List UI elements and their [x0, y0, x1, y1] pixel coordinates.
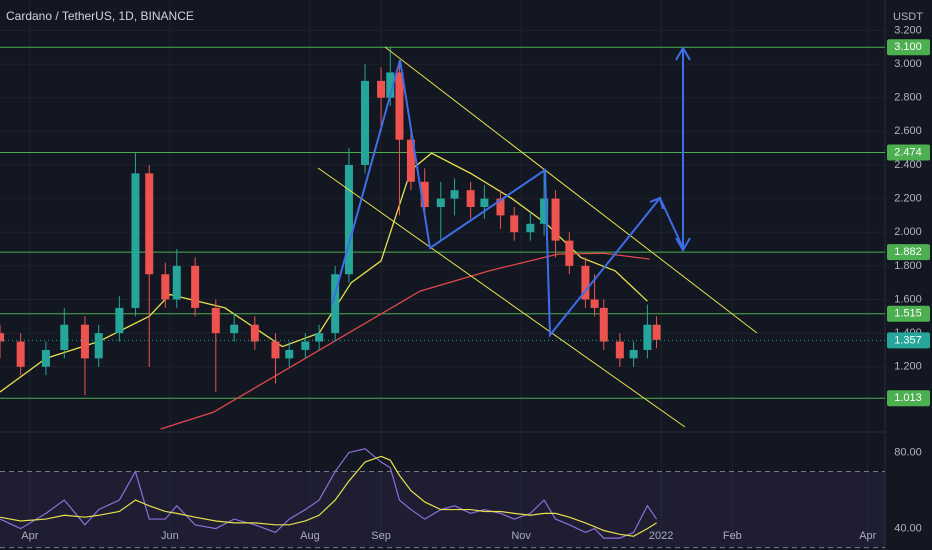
- level-label: 2.474: [894, 146, 922, 158]
- y-tick-label: 2.600: [894, 125, 922, 137]
- y-tick-label: 2.400: [894, 159, 922, 171]
- candle-body: [344, 164, 353, 275]
- candle-body: [540, 198, 549, 224]
- candle-body: [652, 324, 661, 340]
- candle-body: [406, 139, 415, 182]
- last-price-label: 1.357: [894, 334, 922, 346]
- x-tick-label: Nov: [511, 530, 531, 542]
- x-tick-label: Apr: [21, 530, 38, 542]
- candle-body: [496, 198, 505, 216]
- arrow-head: [649, 196, 664, 210]
- candle-body: [191, 265, 200, 308]
- rsi-tick-label: 40.00: [894, 522, 922, 534]
- moving-average: [160, 252, 650, 430]
- candle-body: [145, 173, 154, 275]
- candle-body: [315, 333, 324, 342]
- y-tick-label: 1.800: [894, 260, 922, 272]
- arrow-head: [675, 46, 691, 61]
- rsi-tick-label: 80.00: [894, 446, 922, 458]
- y-tick-label: 2.800: [894, 92, 922, 104]
- candle-body: [466, 190, 475, 208]
- candle-body: [420, 181, 429, 208]
- level-label: 3.100: [894, 41, 922, 53]
- candle-body: [60, 324, 69, 350]
- candle-body: [480, 198, 489, 208]
- candle-body: [450, 190, 459, 199]
- level-label: 1.515: [894, 308, 922, 320]
- candle-body: [80, 324, 89, 359]
- candle-body: [581, 265, 590, 300]
- y-tick-label: 1.200: [894, 361, 922, 373]
- projection-path: [331, 50, 684, 338]
- candle-body: [510, 215, 519, 233]
- y-tick-label: 1.600: [894, 293, 922, 305]
- x-tick-label: Jun: [161, 530, 179, 542]
- y-tick-label: 3.200: [894, 24, 922, 36]
- x-tick-label: 2022: [649, 530, 673, 542]
- candle-body: [643, 324, 652, 350]
- candle-body: [115, 307, 124, 334]
- candle-body: [301, 341, 310, 350]
- candle-body: [377, 80, 386, 98]
- y-tick-label: 2.200: [894, 193, 922, 205]
- last-price-bg: [887, 332, 930, 349]
- candle-body: [615, 341, 624, 359]
- level-label-bg: [887, 39, 930, 56]
- x-tick-label: Sep: [371, 530, 391, 542]
- rsi-line: [0, 455, 657, 537]
- x-tick-label: Feb: [723, 530, 742, 542]
- currency: USDT: [893, 11, 923, 23]
- level-label-bg: [887, 390, 930, 407]
- candle-body: [395, 72, 404, 140]
- level-label: 1.882: [894, 246, 922, 258]
- candle-body: [271, 341, 280, 359]
- candle-body: [386, 72, 395, 98]
- candle-body: [41, 349, 50, 367]
- candle-body: [211, 307, 220, 334]
- candle-body: [250, 324, 259, 342]
- candle-body: [131, 173, 140, 308]
- level-label-bg: [887, 244, 930, 261]
- candle-body: [0, 333, 4, 342]
- channel-line: [384, 46, 758, 334]
- candle-body: [361, 80, 370, 165]
- channel-line: [317, 167, 686, 428]
- y-tick-label: 3.000: [894, 58, 922, 70]
- arrow-head: [675, 237, 691, 252]
- rsi-line: [0, 448, 658, 539]
- chart-title: Cardano / TetherUS, 1D, BINANCE: [6, 9, 194, 23]
- candle-body: [565, 240, 574, 266]
- level-label: 1.013: [894, 392, 922, 404]
- candle-body: [230, 324, 239, 334]
- candle-body: [599, 307, 608, 342]
- candle-body: [161, 274, 170, 300]
- candle-body: [629, 349, 638, 359]
- candle-body: [16, 341, 25, 367]
- candle-body: [551, 198, 560, 241]
- x-tick-label: Aug: [300, 530, 320, 542]
- level-label-bg: [887, 144, 930, 161]
- drawings: [317, 46, 758, 428]
- candle-body: [94, 333, 103, 359]
- candle-body: [331, 274, 340, 334]
- x-tick-label: Apr: [859, 530, 876, 542]
- candle-body: [436, 198, 445, 208]
- candle-body: [172, 265, 181, 300]
- candle-body: [285, 349, 294, 359]
- level-label-bg: [887, 305, 930, 322]
- candle-body: [590, 299, 599, 308]
- y-tick-label: 2.000: [894, 226, 922, 238]
- candle-body: [526, 223, 535, 233]
